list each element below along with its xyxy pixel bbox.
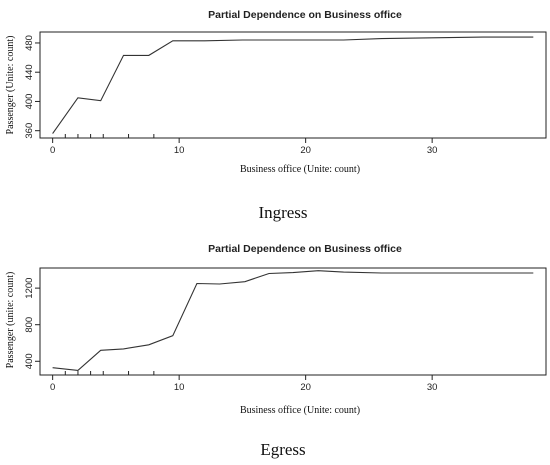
rug-marks: [64, 134, 155, 138]
y-axis-label: Passenger (unite: count): [5, 272, 16, 369]
x-tick-label: 0: [50, 382, 55, 393]
x-tick-label: 20: [300, 382, 311, 393]
y-tick-label: 1200: [24, 278, 35, 299]
y-axis-label: Passenger (Unite: count): [5, 36, 16, 135]
x-axis-label: Business office (Unite: count): [240, 405, 360, 416]
chart-ingress: Partial Dependence on Business office 0 1…: [5, 9, 547, 222]
x-tick-label: 10: [174, 145, 185, 156]
pd-line: [52, 270, 534, 371]
panel-caption: Ingress: [258, 203, 307, 222]
plot-frame: [39, 267, 547, 376]
x-tick-label: 30: [427, 382, 438, 393]
x-tick-label: 20: [300, 145, 311, 156]
y-tick-label: 400: [24, 94, 35, 110]
y-tick-label: 360: [24, 123, 35, 139]
x-axis: 0 10 20 30: [50, 138, 437, 156]
y-tick-label: 800: [24, 317, 35, 333]
chart-egress: Partial Dependence on Business office 0 1…: [5, 243, 547, 459]
chart-title: Partial Dependence on Business office: [208, 9, 402, 21]
panel-caption: Egress: [260, 440, 305, 459]
x-tick-label: 10: [174, 382, 185, 393]
x-tick-label: 30: [427, 145, 438, 156]
chart-title: Partial Dependence on Business office: [208, 243, 402, 255]
pd-line: [52, 36, 534, 134]
y-tick-label: 480: [24, 35, 35, 51]
x-tick-label: 0: [50, 145, 55, 156]
x-axis: 0 10 20 30: [50, 375, 437, 393]
rug-marks: [64, 371, 155, 375]
y-axis: 400 800 1200: [24, 278, 40, 369]
y-tick-label: 440: [24, 64, 35, 80]
x-axis-label: Business office (Unite: count): [240, 164, 360, 175]
y-axis: 360 400 440 480: [24, 35, 40, 139]
plot-frame: [39, 31, 547, 139]
y-tick-label: 400: [24, 353, 35, 369]
